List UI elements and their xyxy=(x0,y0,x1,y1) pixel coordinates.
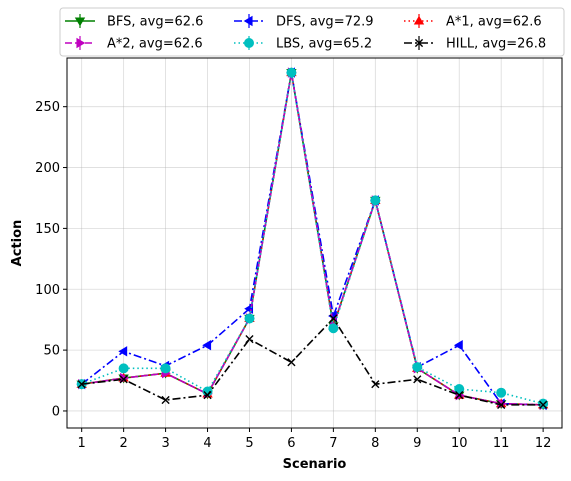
data-point-stroke xyxy=(245,335,254,344)
data-point xyxy=(245,335,254,344)
data-point xyxy=(161,395,170,405)
x-tick-label: 1 xyxy=(78,436,86,451)
x-tick-label: 9 xyxy=(413,436,421,451)
y-tick-label: 100 xyxy=(35,283,60,298)
data-point-stroke xyxy=(161,395,170,405)
y-tick-label: 50 xyxy=(43,344,60,359)
data-point xyxy=(77,380,86,389)
data-point-stroke xyxy=(539,400,548,409)
data-point-stroke xyxy=(455,391,464,400)
x-tick-label: 7 xyxy=(329,436,337,451)
data-point xyxy=(496,387,507,398)
x-axis-title: Scenario xyxy=(283,457,347,472)
data-point xyxy=(244,313,255,324)
legend-entry: DFS, avg=72.9 xyxy=(234,14,374,30)
data-point xyxy=(370,195,381,206)
data-point-stroke xyxy=(119,375,128,384)
legend-swatch-marker xyxy=(74,17,86,27)
data-point xyxy=(118,346,128,357)
legend-swatch-marker xyxy=(414,38,424,48)
plot-area xyxy=(67,58,562,428)
y-tick-label: 250 xyxy=(35,100,60,115)
data-point xyxy=(119,375,128,384)
data-point xyxy=(453,340,463,351)
data-point xyxy=(371,380,380,389)
x-tick-label: 2 xyxy=(119,436,127,451)
legend-entry: HILL, avg=26.8 xyxy=(404,36,546,52)
legend-swatch-marker-stroke xyxy=(414,38,424,48)
data-point xyxy=(328,323,339,334)
data-point xyxy=(413,375,422,384)
x-tick-label: 12 xyxy=(535,436,552,451)
legend-label: HILL, avg=26.8 xyxy=(446,37,546,52)
data-point-stroke xyxy=(203,391,212,400)
data-point xyxy=(538,398,549,409)
data-point xyxy=(497,400,506,409)
legend-box xyxy=(59,7,565,57)
y-tick-label: 0 xyxy=(52,404,60,419)
data-point xyxy=(455,391,464,400)
data-point xyxy=(160,363,171,374)
legend-entry: LBS, avg=65.2 xyxy=(234,36,372,52)
legend: BFS, avg=62.6 DFS, avg=72.9 A*1, avg=62.6 A… xyxy=(59,7,565,57)
legend-entry: A*1, avg=62.6 xyxy=(404,14,542,30)
legend-entry: A*2, avg=62.6 xyxy=(65,36,203,52)
data-point xyxy=(203,391,212,400)
legend-label: A*2, avg=62.6 xyxy=(107,37,203,52)
data-point xyxy=(286,67,297,78)
data-point-stroke xyxy=(77,380,86,389)
y-axis-title: Action xyxy=(10,220,25,267)
x-tick-label: 6 xyxy=(287,436,295,451)
data-point xyxy=(454,384,465,395)
legend-label: BFS, avg=62.6 xyxy=(107,15,203,30)
legend-label: DFS, avg=72.9 xyxy=(276,15,374,30)
series-5 xyxy=(77,314,548,409)
x-tick-label: 8 xyxy=(371,436,379,451)
data-point-stroke xyxy=(287,358,296,367)
x-tick-label: 3 xyxy=(161,436,169,451)
plot-frame xyxy=(66,57,563,429)
legend-swatch-marker xyxy=(76,37,86,49)
series-layer xyxy=(76,67,549,411)
y-tick-label: 150 xyxy=(35,222,60,237)
legend-entry: BFS, avg=62.6 xyxy=(65,14,203,30)
x-tick-label: 10 xyxy=(451,436,468,451)
data-point-stroke xyxy=(497,400,506,409)
x-tick-label: 5 xyxy=(245,436,253,451)
x-tick-label: 4 xyxy=(203,436,211,451)
data-point xyxy=(118,363,129,374)
data-point xyxy=(539,400,548,409)
series-line xyxy=(81,317,544,406)
data-point-stroke xyxy=(329,314,338,323)
data-point-stroke xyxy=(371,380,380,389)
legend-label: LBS, avg=65.2 xyxy=(276,37,372,52)
data-point-stroke xyxy=(413,375,422,384)
legend-swatch-marker xyxy=(244,38,254,48)
legend-swatch-marker xyxy=(243,15,253,27)
data-point xyxy=(287,358,296,367)
legend-swatch-marker xyxy=(413,15,425,25)
gridlines xyxy=(67,58,562,428)
data-point xyxy=(412,362,423,373)
data-point xyxy=(202,340,212,351)
y-tick-label: 200 xyxy=(35,161,60,176)
x-tick-label: 11 xyxy=(493,436,510,451)
data-point xyxy=(329,314,338,323)
legend-label: A*1, avg=62.6 xyxy=(446,15,542,30)
